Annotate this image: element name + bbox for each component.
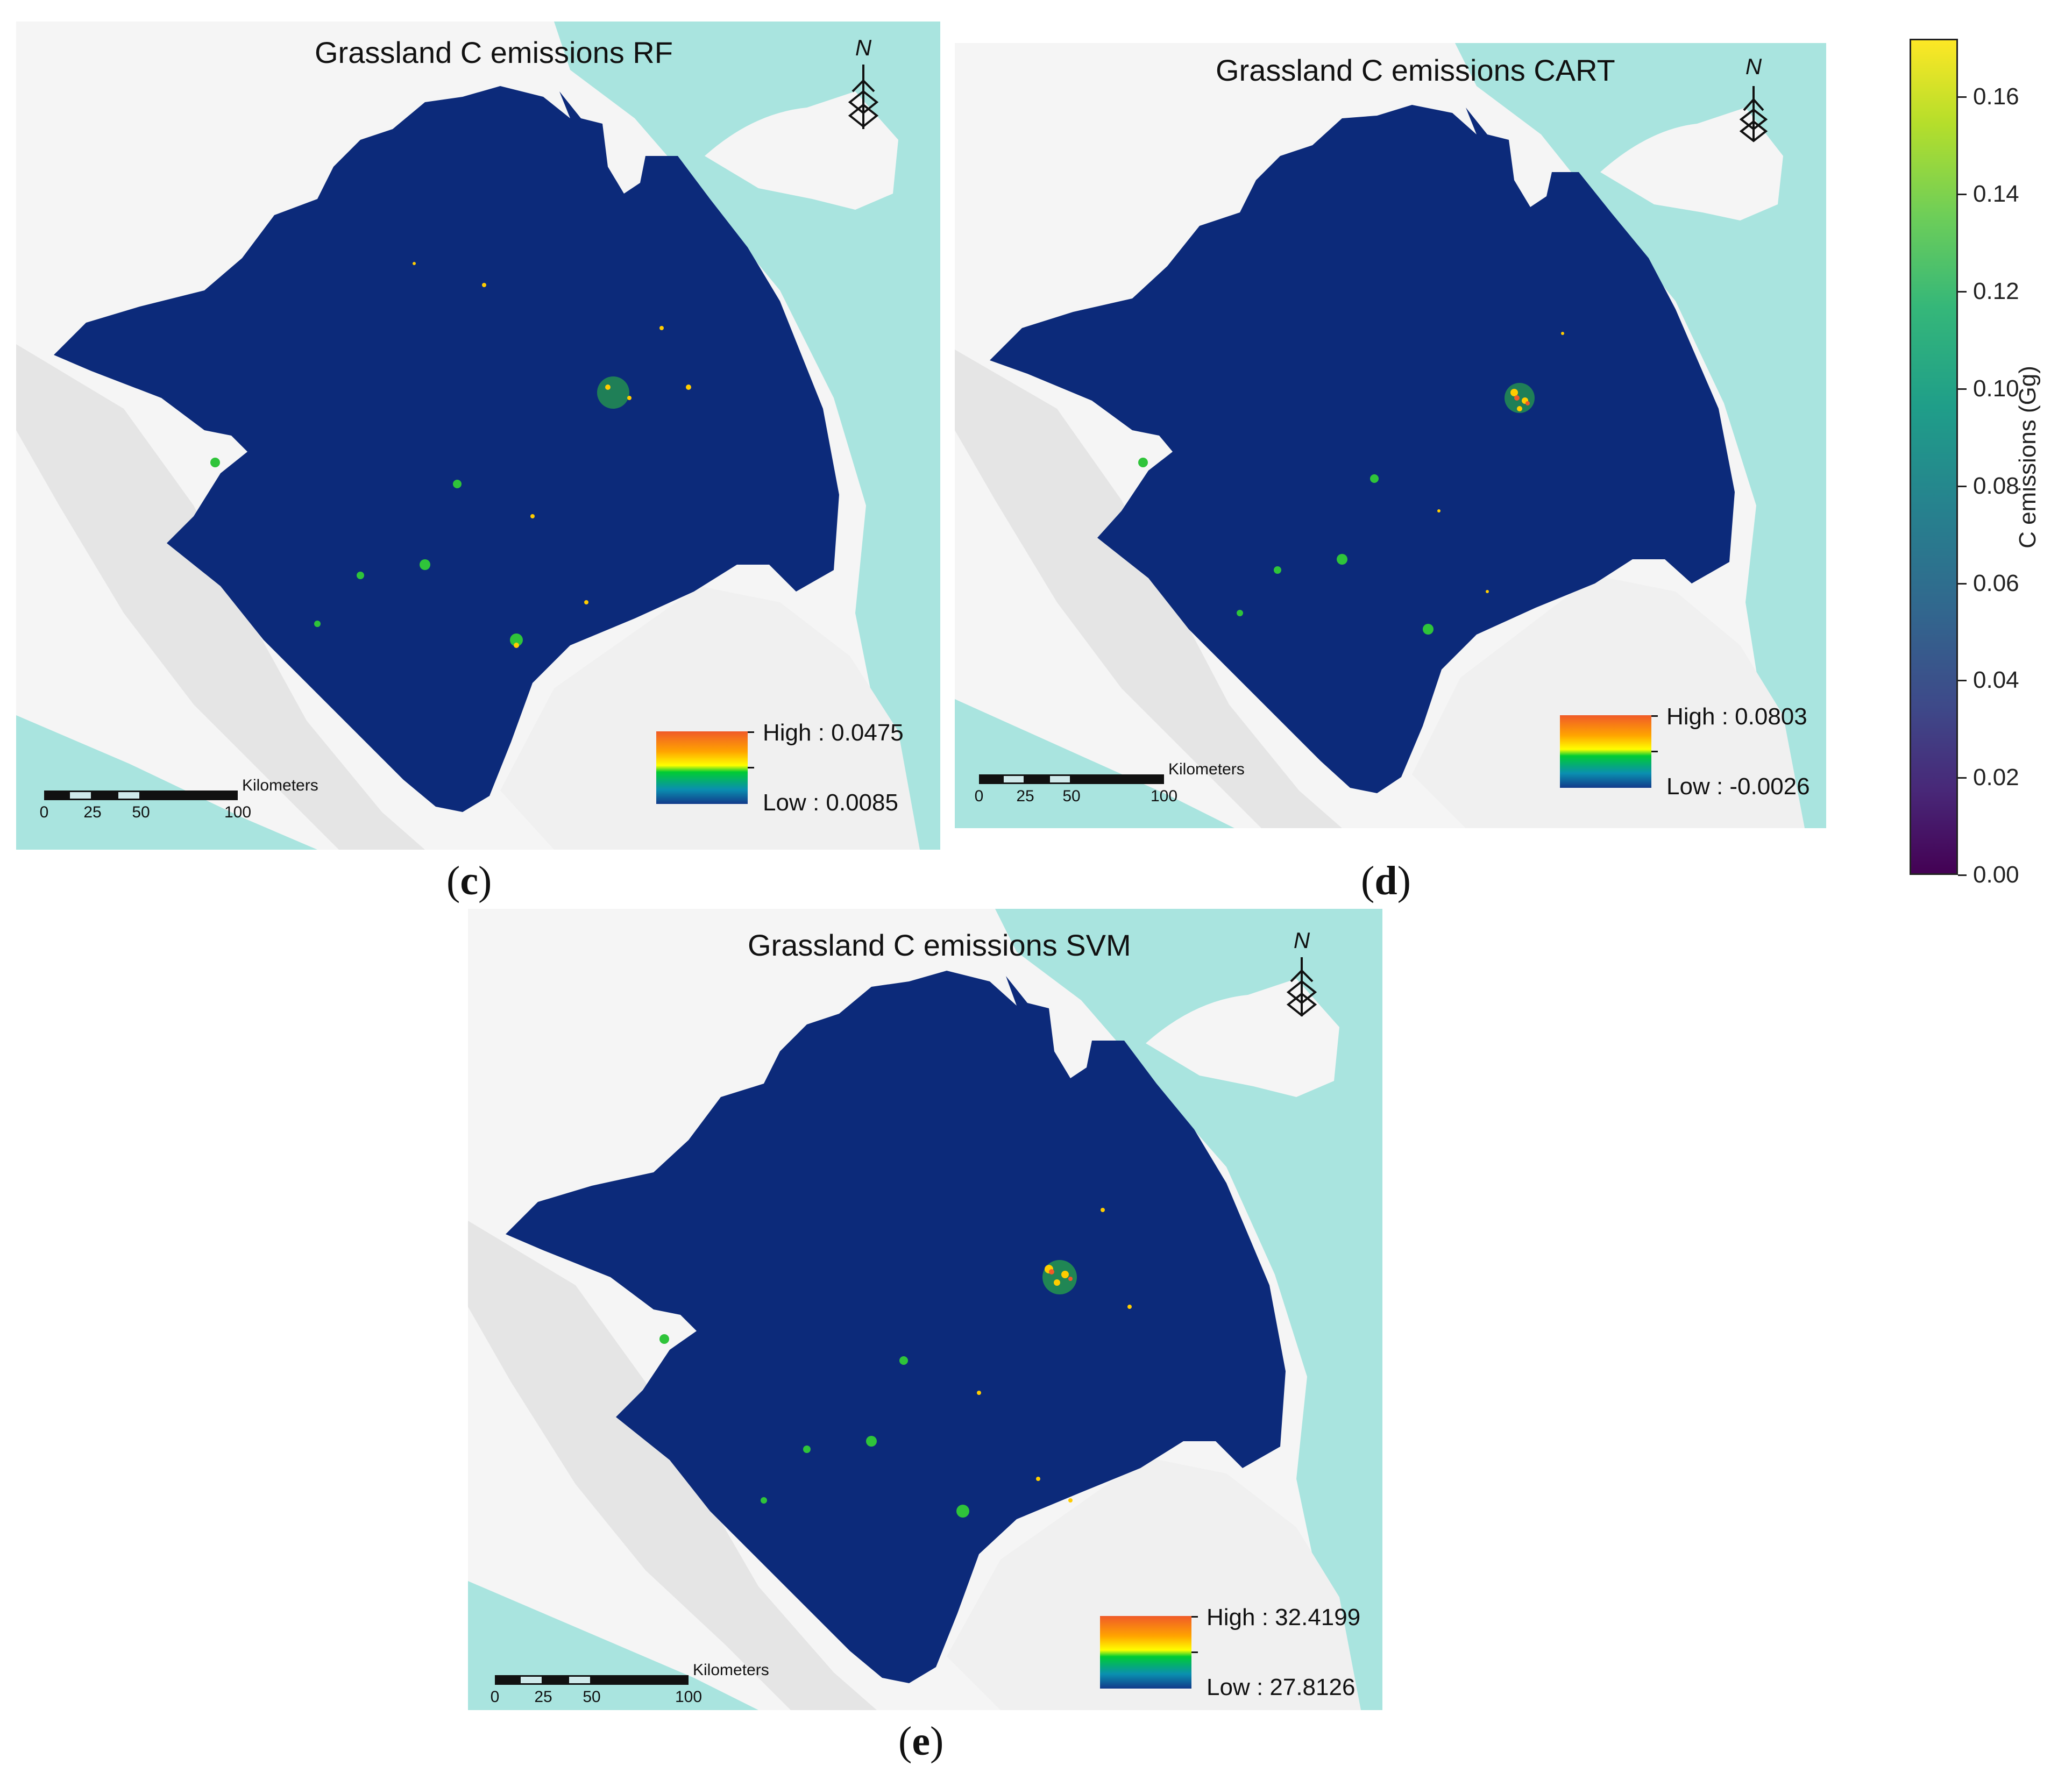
colorbar-tick-label: 0.14 xyxy=(1973,181,2019,208)
colorbar-tick xyxy=(1958,96,1967,98)
colorbar-tick xyxy=(1958,874,1967,876)
legend-low: Low : 0.0085 xyxy=(763,789,898,816)
colorbar-tick-label: 0.10 xyxy=(1973,375,2019,402)
colorbar-tick-label: 0.12 xyxy=(1973,278,2019,305)
basemap xyxy=(16,22,940,850)
legend-ramp xyxy=(656,731,748,804)
caption-e: (e) xyxy=(898,1719,944,1764)
colorbar xyxy=(1910,39,1958,875)
colorbar-tick xyxy=(1958,194,1967,196)
scale-unit: Kilometers xyxy=(693,1661,769,1679)
map-title: Grassland C emissions CART xyxy=(1216,53,1615,87)
colorbar-tick xyxy=(1958,485,1967,487)
colorbar-tick xyxy=(1958,680,1967,682)
legend-ramp xyxy=(1100,1616,1191,1689)
scale-unit: Kilometers xyxy=(242,777,318,794)
map-panel-rf: Grassland C emissions RF N High : 0.0475… xyxy=(16,22,940,850)
legend-high: High : 0.0475 xyxy=(763,720,904,746)
colorbar-tick xyxy=(1958,582,1967,585)
map-panel-cart: Grassland C emissions CART N High : 0.08… xyxy=(955,43,1826,828)
map-title: Grassland C emissions SVM xyxy=(748,928,1131,962)
colorbar-tick-label: 0.04 xyxy=(1973,667,2019,694)
scale-unit: Kilometers xyxy=(1168,760,1245,778)
colorbar-tick-label: 0.00 xyxy=(1973,861,2019,888)
caption-c: (c) xyxy=(446,858,492,903)
colorbar-tick xyxy=(1958,777,1967,779)
legend-high: High : 0.0803 xyxy=(1666,703,1807,730)
colorbar-tick-label: 0.02 xyxy=(1973,764,2019,791)
colorbar-tick-label: 0.08 xyxy=(1973,472,2019,499)
caption-d: (d) xyxy=(1361,858,1411,903)
basemap xyxy=(468,909,1382,1710)
legend-high: High : 32.4199 xyxy=(1207,1604,1361,1631)
map-title: Grassland C emissions RF xyxy=(315,35,673,69)
colorbar-tick-label: 0.16 xyxy=(1973,83,2019,110)
colorbar-tick xyxy=(1958,291,1967,293)
legend-low: Low : -0.0026 xyxy=(1666,773,1810,800)
colorbar-tick xyxy=(1958,388,1967,390)
basemap xyxy=(955,43,1826,828)
colorbar-tick-label: 0.06 xyxy=(1973,569,2019,596)
legend-low: Low : 27.8126 xyxy=(1207,1674,1356,1700)
colorbar-title: C emissions (Gg) xyxy=(2014,366,2041,549)
legend-ramp xyxy=(1560,715,1651,788)
map-panel-svm: Grassland C emissions SVM N High : 32.41… xyxy=(468,909,1382,1710)
